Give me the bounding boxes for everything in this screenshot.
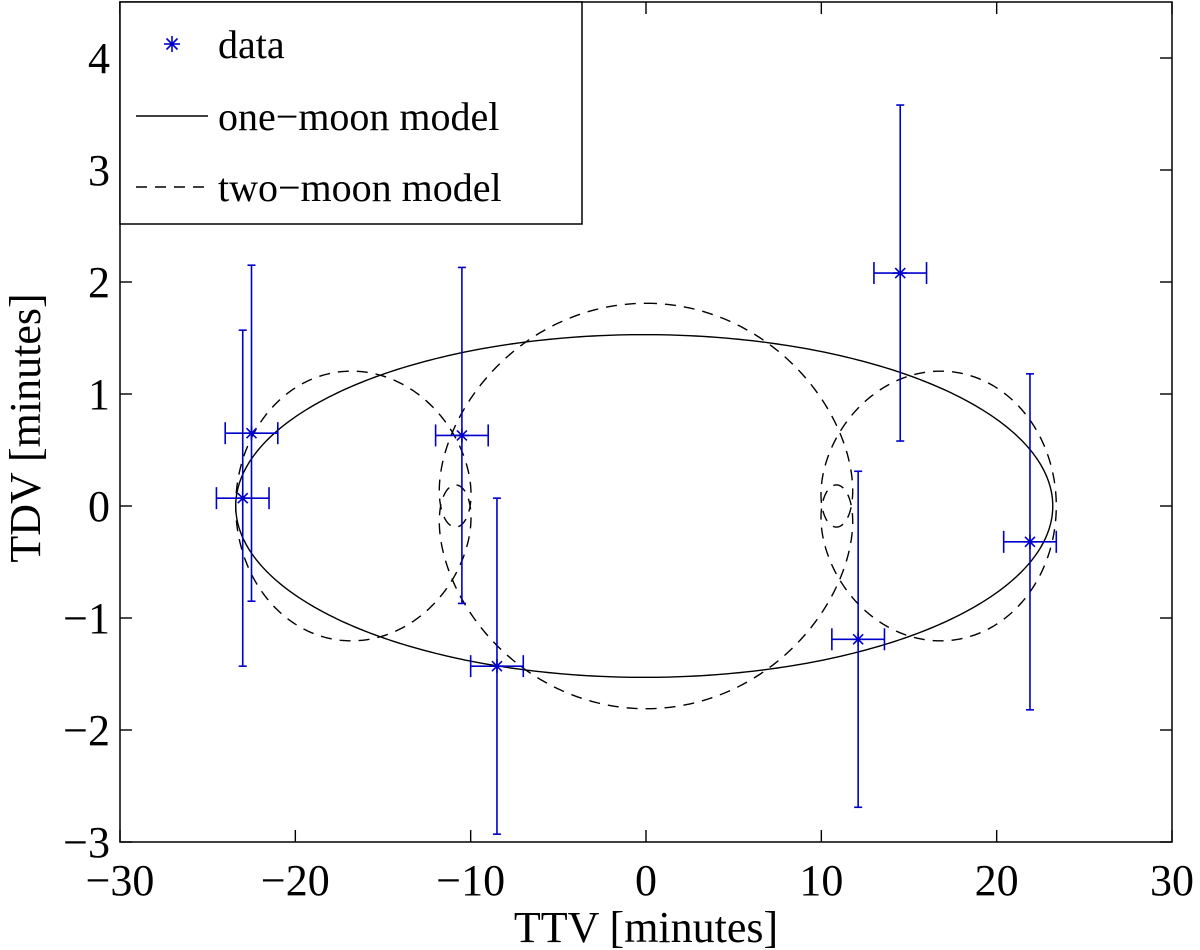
x-tick-labels: −30 −20 −10 0 10 20 30	[86, 856, 1194, 905]
y-tick-label: 3	[88, 146, 110, 195]
data-point-4	[469, 497, 525, 835]
asterisk-marker	[454, 428, 469, 443]
legend-label-data: data	[218, 22, 285, 67]
y-axis-label: TDV [minutes]	[1, 293, 50, 562]
x-tick-label: 20	[975, 856, 1019, 905]
y-tick-label: 1	[88, 370, 110, 419]
asterisk-marker	[893, 266, 908, 281]
two-moon-model-curve	[235, 302, 1057, 710]
x-tick-label: 10	[799, 856, 843, 905]
legend: data one−moon model two−moon model	[119, 1, 583, 225]
x-tick-label: 30	[1150, 856, 1194, 905]
data-point-5	[831, 470, 886, 809]
x-tick-label: −30	[86, 856, 155, 905]
data-point-7	[1002, 373, 1058, 711]
asterisk-marker	[1022, 534, 1037, 549]
y-tick-label: −2	[63, 706, 110, 755]
y-tick-label: −3	[63, 818, 110, 867]
legend-label-one-moon: one−moon model	[218, 94, 499, 139]
legend-data-marker	[164, 36, 180, 52]
y-tick-label: 4	[88, 34, 110, 83]
y-tick-label: 2	[88, 258, 110, 307]
asterisk-marker	[489, 659, 504, 674]
x-tick-label: 0	[635, 856, 657, 905]
y-tick-labels: −3 −2 −1 0 1 2 3 4	[63, 34, 110, 867]
asterisk-marker	[244, 426, 259, 441]
x-axis-label: TTV [minutes]	[514, 903, 778, 950]
x-tick-label: −20	[261, 856, 330, 905]
model-curves	[235, 302, 1057, 710]
y-tick-label: −1	[63, 594, 110, 643]
data-point-2	[215, 329, 270, 667]
data-point-6	[873, 104, 928, 442]
x-tick-label: −10	[436, 856, 505, 905]
legend-label-two-moon: two−moon model	[218, 165, 502, 210]
one-moon-model-curve	[235, 333, 1054, 679]
data-points	[215, 104, 1058, 835]
asterisk-marker	[235, 491, 250, 506]
data-point-3	[434, 266, 490, 605]
data-point-1	[224, 264, 279, 603]
y-tick-label: 0	[88, 482, 110, 531]
asterisk-marker	[851, 632, 866, 647]
